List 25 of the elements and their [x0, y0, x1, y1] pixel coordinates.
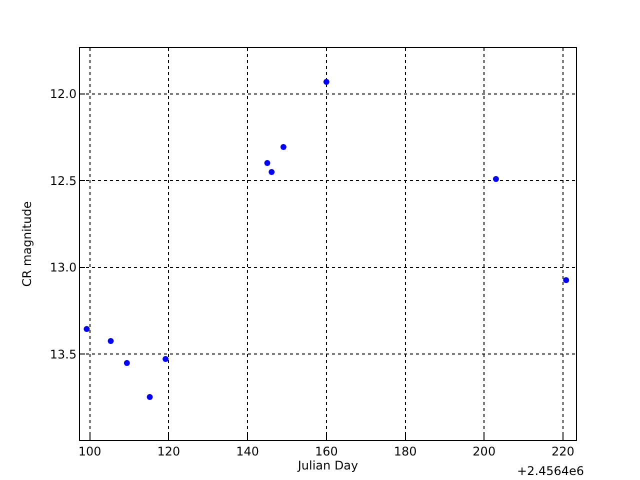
y-axis-title: CR magnitude: [20, 201, 34, 287]
x-tick-label: 140: [236, 444, 260, 458]
x-tick-label: 180: [394, 444, 417, 458]
point: [264, 160, 270, 166]
x-tick-label: 200: [472, 444, 496, 458]
x-tick-label: 220: [552, 444, 574, 458]
point: [124, 360, 130, 366]
point: [492, 176, 499, 182]
y-tick-label: 13.5: [50, 347, 77, 362]
y-tick-label: 13.0: [50, 260, 77, 275]
point: [108, 338, 114, 344]
point: [280, 144, 286, 150]
y-tick-label: 12.0: [50, 87, 77, 102]
point: [563, 277, 570, 284]
point: [162, 356, 169, 362]
x-axis-title: Julian Day: [296, 458, 358, 472]
x-tick-label: 100: [78, 444, 102, 458]
point: [268, 169, 275, 176]
x-tick-label: 120: [157, 444, 180, 458]
point: [84, 326, 90, 332]
x-tick-label: 160: [314, 444, 338, 458]
y-tick-label: 12.5: [50, 174, 77, 188]
point: [146, 394, 153, 400]
point: [323, 78, 330, 85]
text: +2.4564e6: [517, 464, 584, 478]
